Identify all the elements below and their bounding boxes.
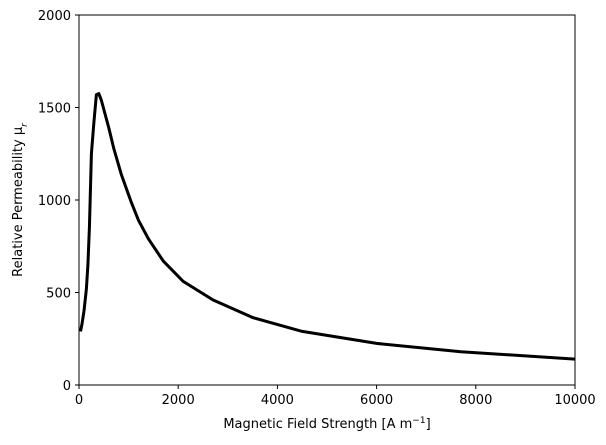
- y-tick-label: 0: [63, 379, 71, 394]
- x-tick-label: 4000: [261, 393, 294, 408]
- x-tick-label: 8000: [459, 393, 492, 408]
- y-tick-label: 1000: [38, 194, 71, 209]
- y-axis-label: Relative Permeability μr: [11, 122, 30, 277]
- y-tick-label: 1500: [38, 102, 71, 117]
- plot-frame: [79, 15, 575, 385]
- permeability-chart: 0 2000 4000 6000 8000 10000 0 500 1000 1500 2000 M…: [0, 0, 606, 445]
- permeability-series-line: [81, 94, 576, 360]
- y-tick-label: 2000: [38, 9, 71, 24]
- x-tick-label: 10000: [554, 393, 595, 408]
- x-tick-label: 2000: [162, 393, 195, 408]
- tick-group: 0 2000 4000 6000 8000 10000 0 500 1000 1500 2000: [38, 9, 596, 408]
- x-axis-label: Magnetic Field Strength [A m−1]: [223, 416, 430, 432]
- x-tick-label: 6000: [360, 393, 393, 408]
- y-tick-label: 500: [46, 287, 71, 302]
- series-group: [81, 94, 576, 360]
- x-tick-label: 0: [75, 393, 83, 408]
